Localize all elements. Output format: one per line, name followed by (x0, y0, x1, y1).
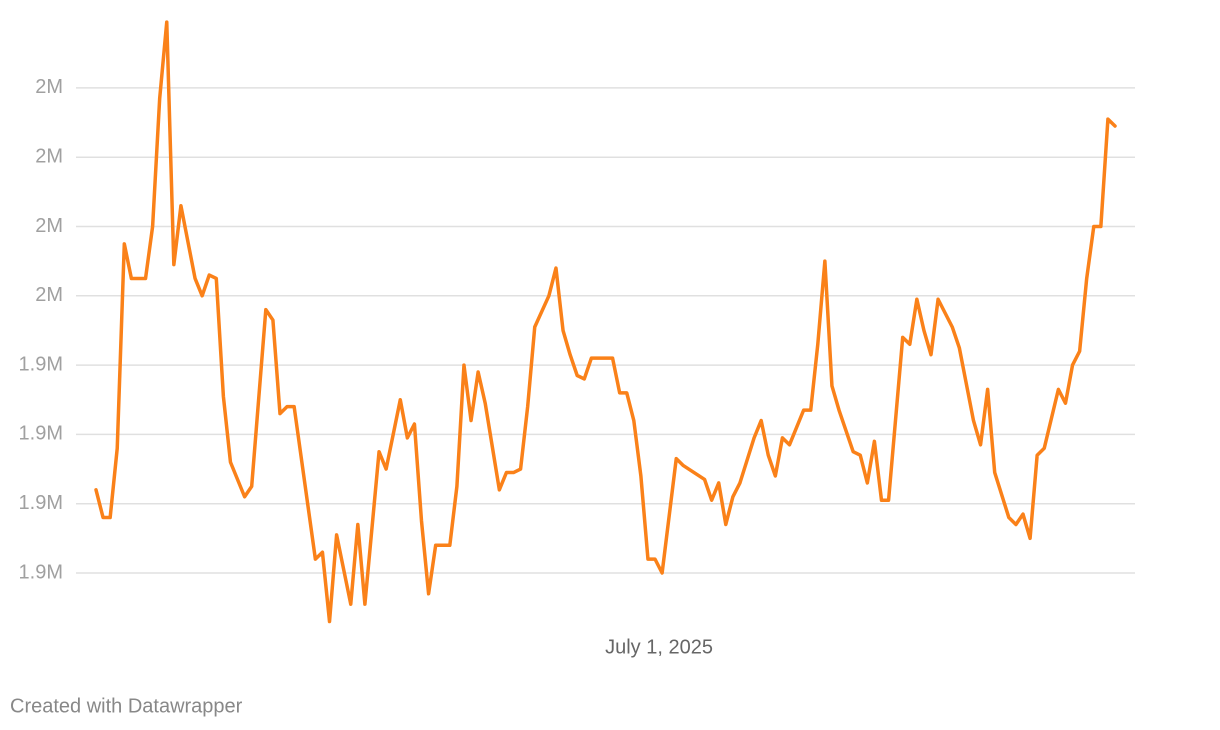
y-tick-label: 2M (35, 215, 63, 237)
y-tick-label: 2M (35, 76, 63, 98)
y-tick-label: 1.9M (19, 561, 63, 583)
y-tick-label: 1.9M (19, 353, 63, 375)
y-tick-label: 2M (35, 145, 63, 167)
y-tick-label: 1.9M (19, 423, 63, 445)
data-line (94, 20, 1117, 624)
footer: Created with Datawrapper (10, 695, 243, 717)
y-tick-label: 1.9M (19, 492, 63, 514)
x-tick-label: July 1, 2025 (605, 636, 713, 658)
y-tick-label: 2M (35, 284, 63, 306)
